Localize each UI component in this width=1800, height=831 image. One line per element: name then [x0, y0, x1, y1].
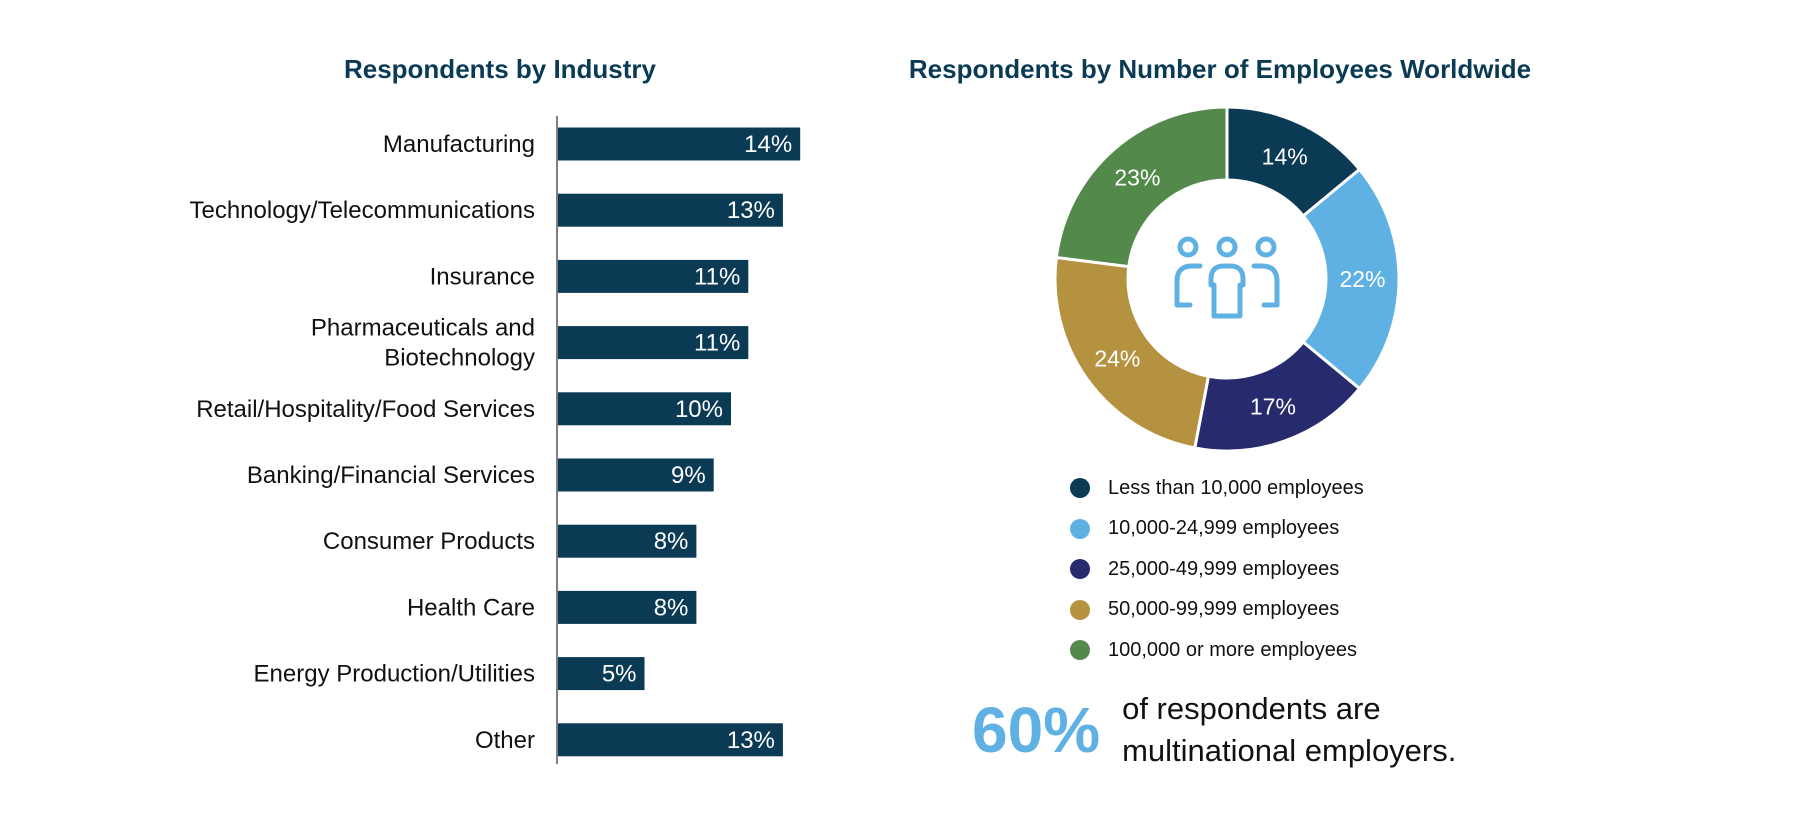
legend-label: 10,000-24,999 employees: [1108, 517, 1340, 540]
legend-label: 50,000-99,999 employees: [1108, 598, 1340, 621]
bar: [558, 723, 783, 757]
bar-value-label: 8%: [654, 594, 689, 621]
donut-slice: [1053, 255, 1211, 450]
donut-legend: Less than 10,000 employees 10,000-24,999…: [1070, 468, 1364, 671]
bar-value-label: 8%: [654, 528, 689, 555]
multinational-callout: 60% of respondents are multinational emp…: [972, 688, 1456, 772]
bar-chart-title: Respondents by Industry: [343, 54, 657, 84]
people-group-icon: [1174, 236, 1280, 319]
bar-value-label: 9%: [671, 462, 706, 489]
legend-swatch: [1070, 559, 1090, 580]
bar-value-label: 13%: [727, 727, 775, 754]
legend-swatch: [1070, 640, 1090, 661]
legend-swatch: [1070, 478, 1090, 499]
callout-text: of respondents are multinational employe…: [1122, 688, 1456, 772]
legend-label: 25,000-49,999 employees: [1108, 557, 1340, 580]
bar-value-label: 13%: [727, 197, 775, 224]
callout-line: multinational employers.: [1122, 733, 1457, 768]
industry-bar-chart: 14% Manufacturing 13% Technology/Telecommun…: [189, 116, 801, 764]
slice-value-label: 14%: [1262, 143, 1308, 169]
slice-value-label: 17%: [1250, 393, 1296, 419]
bar-value-label: 11%: [694, 263, 740, 290]
bar-value-label: 10%: [675, 396, 723, 423]
category-label: Technology/Telecommunications: [189, 197, 535, 224]
category-label: Consumer Products: [323, 528, 535, 555]
category-label: Other: [475, 727, 535, 754]
legend-item: 50,000-99,999 employees: [1070, 590, 1364, 631]
callout-percentage: 60%: [972, 694, 1101, 766]
legend-item: 10,000-24,999 employees: [1070, 509, 1364, 550]
bar: [558, 127, 801, 161]
legend-label: 100,000 or more employees: [1108, 638, 1358, 661]
donut-slice: [1054, 105, 1229, 269]
legend-item: Less than 10,000 employees: [1070, 468, 1364, 509]
slice-value-label: 22%: [1339, 266, 1385, 292]
bar: [558, 259, 749, 293]
category-label: Health Care: [407, 594, 535, 621]
bar: [558, 524, 697, 558]
legend-swatch: [1070, 599, 1090, 620]
category-label: Biotechnology: [384, 345, 535, 372]
category-label: Energy Production/Utilities: [254, 661, 535, 688]
bar: [558, 590, 697, 624]
bar-value-label: 11%: [694, 330, 740, 357]
category-label: Manufacturing: [383, 131, 535, 158]
bar-value-label: 14%: [744, 131, 792, 158]
legend-label: Less than 10,000 employees: [1108, 476, 1364, 499]
legend-swatch: [1070, 518, 1090, 539]
donut-slice: [1225, 105, 1362, 219]
bar: [558, 392, 731, 426]
bar: [558, 657, 645, 691]
legend-item: 100,000 or more employees: [1070, 630, 1364, 671]
category-label: Pharmaceuticals and: [311, 315, 535, 342]
callout-line: of respondents are: [1122, 691, 1381, 726]
bar: [558, 458, 714, 492]
slice-value-label: 23%: [1114, 164, 1160, 190]
category-label: Insurance: [430, 263, 535, 290]
bar-value-label: 5%: [602, 661, 637, 688]
category-label: Retail/Hospitality/Food Services: [196, 396, 535, 423]
bar: [558, 326, 749, 360]
donut-chart-title: Respondents by Number of Employees World…: [908, 54, 1532, 84]
donut-slice: [1193, 339, 1362, 453]
donut-slice: [1301, 167, 1401, 391]
bar: [558, 193, 783, 227]
slice-value-label: 24%: [1094, 346, 1140, 372]
legend-item: 25,000-49,999 employees: [1070, 549, 1364, 590]
category-label: Banking/Financial Services: [247, 462, 535, 489]
